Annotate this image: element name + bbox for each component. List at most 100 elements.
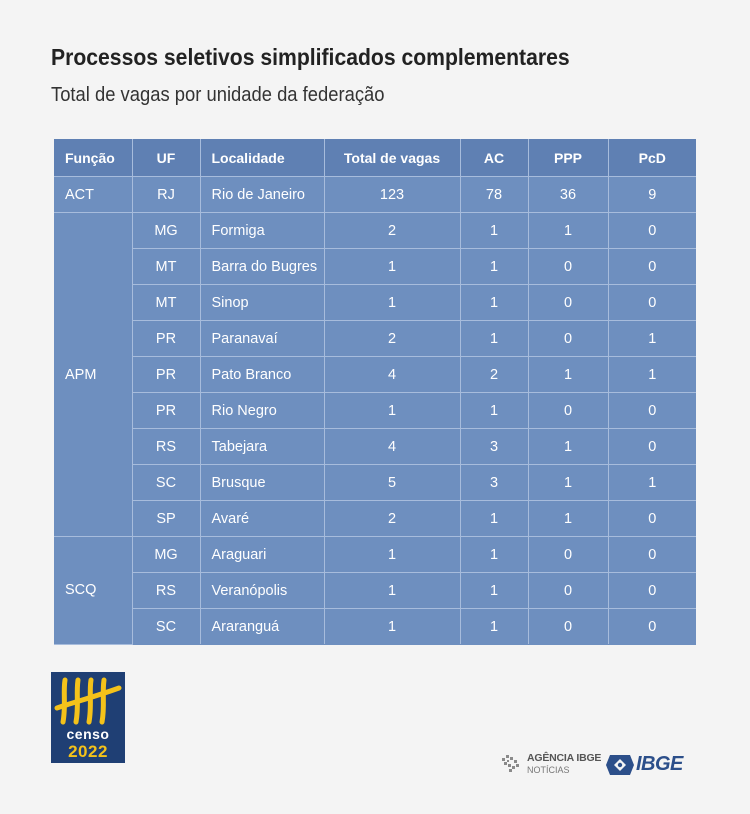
table-row: PR Paranavaí 2 1 0 1: [54, 320, 696, 357]
localidade-cell: Brusque: [199, 464, 325, 501]
ppp-cell: 0: [527, 320, 609, 357]
total-cell: 2: [323, 500, 461, 537]
table-row: PR Rio Negro 1 1 0 0: [54, 392, 696, 429]
uf-cell: PR: [132, 392, 201, 429]
ac-cell: 1: [459, 320, 529, 357]
ac-cell: 1: [459, 500, 529, 537]
total-cell: 1: [323, 284, 461, 321]
agencia-ibge-logo: AGÊNCIA IBGE NOTÍCIAS: [500, 750, 602, 780]
localidade-cell: Formiga: [199, 212, 325, 249]
funcao-cell: ACT: [54, 176, 133, 213]
tally-marks-icon: [54, 677, 122, 725]
header-total-vagas: Total de vagas: [323, 139, 461, 177]
header-pcd: PcD: [607, 139, 696, 177]
agencia-title: AGÊNCIA IBGE: [527, 752, 602, 764]
table-row: PR Pato Branco 4 2 1 1: [54, 356, 696, 393]
ppp-cell: 0: [527, 536, 609, 573]
censo-wordmark: censo: [66, 726, 110, 742]
uf-cell: RJ: [131, 176, 201, 213]
ibge-emblem-icon: [606, 755, 634, 775]
total-cell: 1: [323, 608, 461, 644]
pcd-cell: 1: [607, 320, 696, 357]
uf-cell: SP: [132, 500, 201, 537]
ac-cell: 78: [459, 176, 529, 213]
uf-cell: PR: [132, 356, 201, 393]
uf-cell: MT: [132, 248, 201, 285]
table-row: MT Barra do Bugres 1 1 0 0: [54, 248, 696, 285]
page-title: Processos seletivos simplificados comple…: [51, 44, 570, 70]
table-row: SP Avaré 2 1 1 0: [54, 500, 696, 537]
ac-cell: 3: [459, 464, 529, 501]
ac-cell: 1: [459, 608, 529, 644]
uf-cell: PR: [132, 320, 201, 357]
total-cell: 1: [323, 536, 461, 573]
table-row: SC Araranguá 1 1 0 0: [54, 608, 696, 644]
ac-cell: 1: [459, 284, 529, 321]
vagas-table: Função UF Localidade Total de vagas AC P…: [54, 139, 696, 645]
localidade-cell: Barra do Bugres: [199, 248, 325, 285]
uf-cell: SC: [132, 464, 201, 501]
localidade-cell: Paranavaí: [199, 320, 325, 357]
pcd-cell: 9: [607, 176, 696, 213]
uf-cell: RS: [132, 572, 201, 609]
uf-cell: MG: [131, 212, 201, 249]
agencia-map-icon: [502, 755, 519, 772]
localidade-cell: Tabejara: [199, 428, 325, 465]
localidade-cell: Sinop: [199, 284, 325, 321]
uf-cell: MG: [131, 536, 201, 573]
ppp-cell: 1: [527, 356, 609, 393]
uf-cell: SC: [132, 608, 201, 644]
table-row: ACT RJ Rio de Janeiro 123 78 36 9: [54, 176, 696, 213]
table-header-row: Função UF Localidade Total de vagas AC P…: [54, 139, 696, 177]
localidade-cell: Araranguá: [199, 608, 325, 644]
uf-cell: RS: [132, 428, 201, 465]
pcd-cell: 0: [607, 572, 696, 609]
funcao-cell: SCQ: [54, 536, 133, 645]
ppp-cell: 1: [527, 500, 609, 537]
table-row: SCQ MG Araguari 1 1 0 0: [54, 536, 696, 645]
ppp-cell: 0: [527, 392, 609, 429]
header-ppp: PPP: [527, 139, 609, 177]
ppp-cell: 1: [527, 212, 609, 249]
total-cell: 4: [323, 356, 461, 393]
localidade-cell: Rio de Janeiro: [199, 176, 325, 213]
localidade-cell: Pato Branco: [199, 356, 325, 393]
ac-cell: 1: [459, 536, 529, 573]
ppp-cell: 1: [527, 428, 609, 465]
total-cell: 1: [323, 572, 461, 609]
censo-year: 2022: [68, 742, 108, 761]
pcd-cell: 1: [607, 464, 696, 501]
table-row: RS Tabejara 4 3 1 0: [54, 428, 696, 465]
ibge-wordmark: IBGE: [636, 753, 683, 775]
total-cell: 2: [323, 320, 461, 357]
total-cell: 5: [323, 464, 461, 501]
header-uf: UF: [131, 139, 201, 177]
table-row: APM MG Formiga 2 1 1 0: [54, 212, 696, 537]
pcd-cell: 0: [607, 608, 696, 644]
header-ac: AC: [459, 139, 529, 177]
funcao-cell: APM: [54, 212, 133, 537]
pcd-cell: 0: [607, 500, 696, 537]
total-cell: 1: [323, 392, 461, 429]
ppp-cell: 0: [527, 608, 609, 644]
table-row: RS Veranópolis 1 1 0 0: [54, 572, 696, 609]
pcd-cell: 0: [607, 536, 696, 573]
table-row: SC Brusque 5 3 1 1: [54, 464, 696, 501]
total-cell: 4: [323, 428, 461, 465]
localidade-cell: Rio Negro: [199, 392, 325, 429]
header-localidade: Localidade: [199, 139, 325, 177]
ac-cell: 1: [459, 572, 529, 609]
ac-cell: 1: [459, 248, 529, 285]
censo-2022-logo: censo 2022: [51, 672, 125, 763]
ppp-cell: 0: [527, 284, 609, 321]
pcd-cell: 0: [607, 248, 696, 285]
agencia-subtitle: NOTÍCIAS: [527, 765, 570, 775]
table-row: MT Sinop 1 1 0 0: [54, 284, 696, 321]
pcd-cell: 0: [607, 284, 696, 321]
ac-cell: 1: [459, 392, 529, 429]
ibge-logo: IBGE: [606, 752, 702, 778]
ac-cell: 2: [459, 356, 529, 393]
ppp-cell: 0: [527, 248, 609, 285]
ppp-cell: 36: [527, 176, 609, 213]
ppp-cell: 1: [527, 464, 609, 501]
